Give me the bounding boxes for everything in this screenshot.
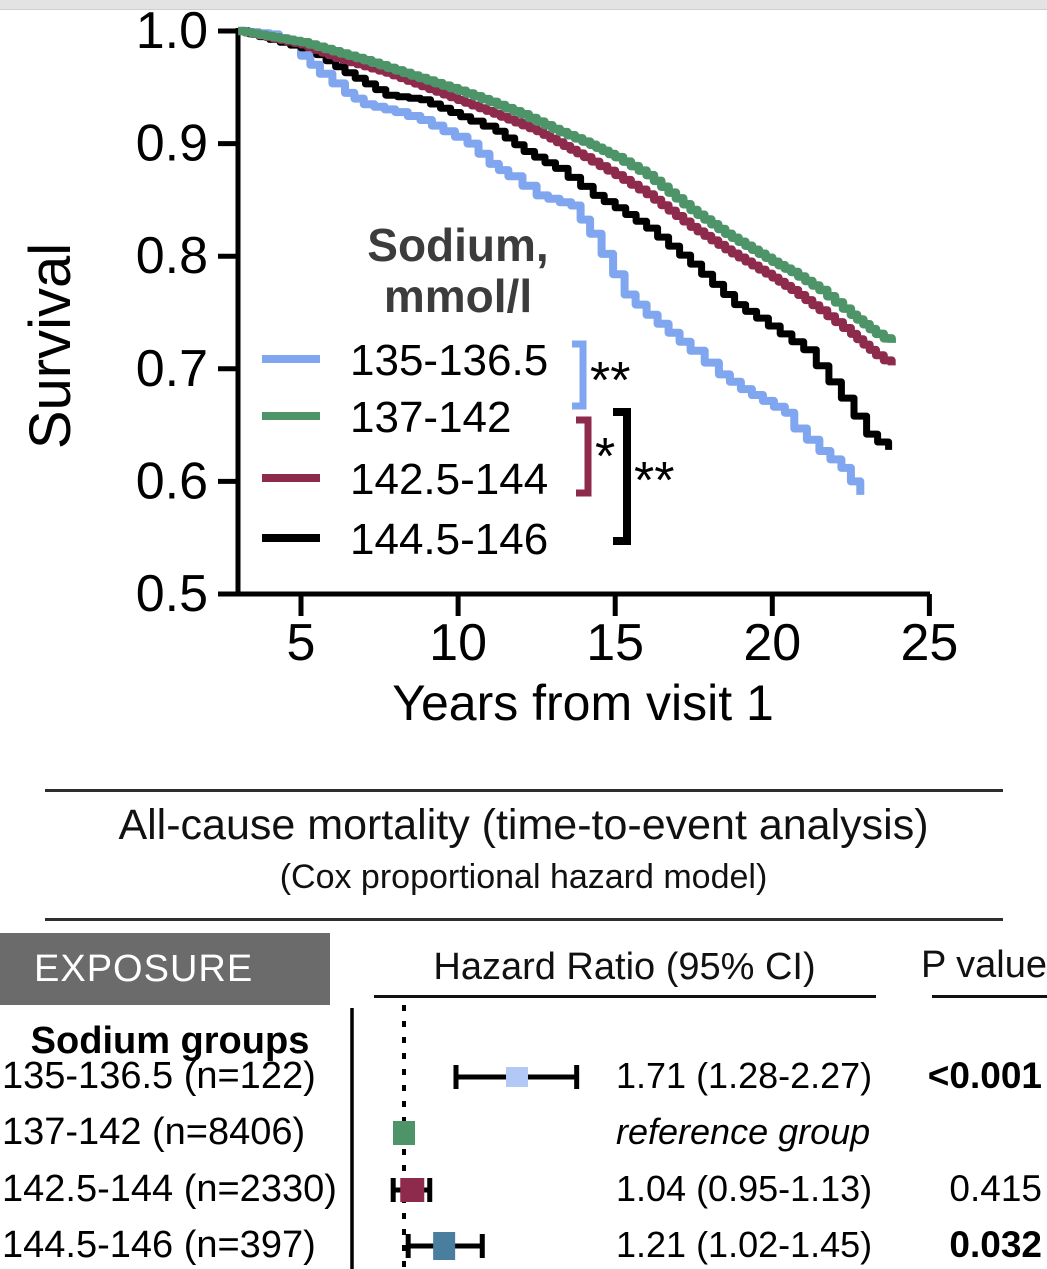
hr-ci-text-142.5-144: 1.04 (0.95-1.13) — [616, 1168, 873, 1209]
p-value-144.5-146: 0.032 — [949, 1224, 1042, 1265]
exposure-header-cell: EXPOSURE — [0, 933, 330, 1005]
survival-curve-137-142 — [238, 26, 896, 343]
y-tick-label: 0.7 — [136, 340, 208, 398]
hr-ci-text-144.5-146: 1.21 (1.02-1.45) — [616, 1224, 873, 1265]
legend-label-144.5-146: 144.5-146 — [350, 515, 548, 564]
survival-chart: 1.0 0.9 0.8 0.7 0.6 0.5 5 10 15 20 25 Years from vi… — [18, 6, 958, 731]
exposure-row-label-137-142: 137-142 (n=8406) — [2, 1111, 306, 1153]
survival-curve-135-136.5 — [238, 27, 865, 495]
p-value-142.5-144: 0.415 — [949, 1168, 1042, 1209]
legend-title-line2: mmol/l — [384, 270, 532, 322]
hr-marker-135-136.5 — [506, 1067, 529, 1087]
y-tick-label: 1.0 — [136, 6, 208, 60]
section-title: All-cause mortality (time-to-event analy… — [118, 801, 929, 849]
y-tick-label: 0.9 — [136, 115, 208, 173]
x-tick-label: 20 — [743, 614, 801, 672]
top-chrome-strip — [0, 0, 1047, 10]
significance-bracket-2 — [613, 408, 631, 545]
divider-rule-top — [45, 789, 1003, 792]
y-tick-label: 0.6 — [136, 452, 208, 510]
x-tick-label: 15 — [586, 614, 644, 672]
hazard-ratio-header-underline — [374, 995, 876, 998]
exposure-row-label-144.5-146: 144.5-146 (n=397) — [2, 1224, 316, 1266]
exposure-header-label: EXPOSURE — [34, 948, 254, 990]
x-tick-label: 25 — [900, 614, 958, 672]
significance-stars-2: ** — [634, 452, 674, 510]
section-subtitle: (Cox proportional hazard model) — [279, 858, 768, 896]
survival-curve-142.5-144 — [238, 27, 896, 366]
p-value-header-underline — [932, 995, 1047, 998]
p-value-135-136.5: <0.001 — [927, 1055, 1042, 1096]
legend-label-142.5-144: 142.5-144 — [350, 455, 548, 504]
legend-label-137-142: 137-142 — [350, 393, 511, 442]
hr-marker-142.5-144 — [400, 1178, 425, 1202]
p-value-column-header: P value — [920, 944, 1047, 986]
forest-plot — [350, 1005, 580, 1269]
hr-marker-137-142 — [393, 1121, 415, 1145]
sodium-groups-row-header: Sodium groups — [30, 1020, 310, 1062]
y-tick-label: 0.5 — [136, 565, 208, 623]
legend-label-135-136.5: 135-136.5 — [350, 336, 548, 385]
x-tick-label: 10 — [429, 614, 487, 672]
y-axis-title: Survival — [18, 243, 83, 449]
hazard-ratio-column-header: Hazard Ratio (95% CI) — [433, 946, 816, 988]
x-tick-label: 5 — [287, 614, 316, 672]
significance-bracket-0 — [572, 340, 587, 410]
exposure-row-label-142.5-144: 142.5-144 (n=2330) — [2, 1168, 337, 1210]
significance-stars-0: ** — [590, 352, 630, 410]
significance-bracket-1 — [576, 416, 592, 497]
hr-ci-text-135-136.5: 1.71 (1.28-2.27) — [616, 1055, 873, 1096]
hr-marker-144.5-146 — [433, 1232, 456, 1260]
y-tick-label: 0.8 — [136, 227, 208, 285]
significance-stars-1: * — [595, 428, 615, 486]
exposure-row-label-135-136.5: 135-136.5 (n=122) — [2, 1055, 316, 1097]
hr-ci-text-137-142: reference group — [616, 1111, 871, 1152]
survival-curve-144.5-146 — [238, 27, 893, 450]
legend-title-line1: Sodium, — [367, 219, 548, 271]
x-axis-title: Years from visit 1 — [392, 675, 774, 731]
divider-rule-bottom — [45, 918, 1003, 921]
